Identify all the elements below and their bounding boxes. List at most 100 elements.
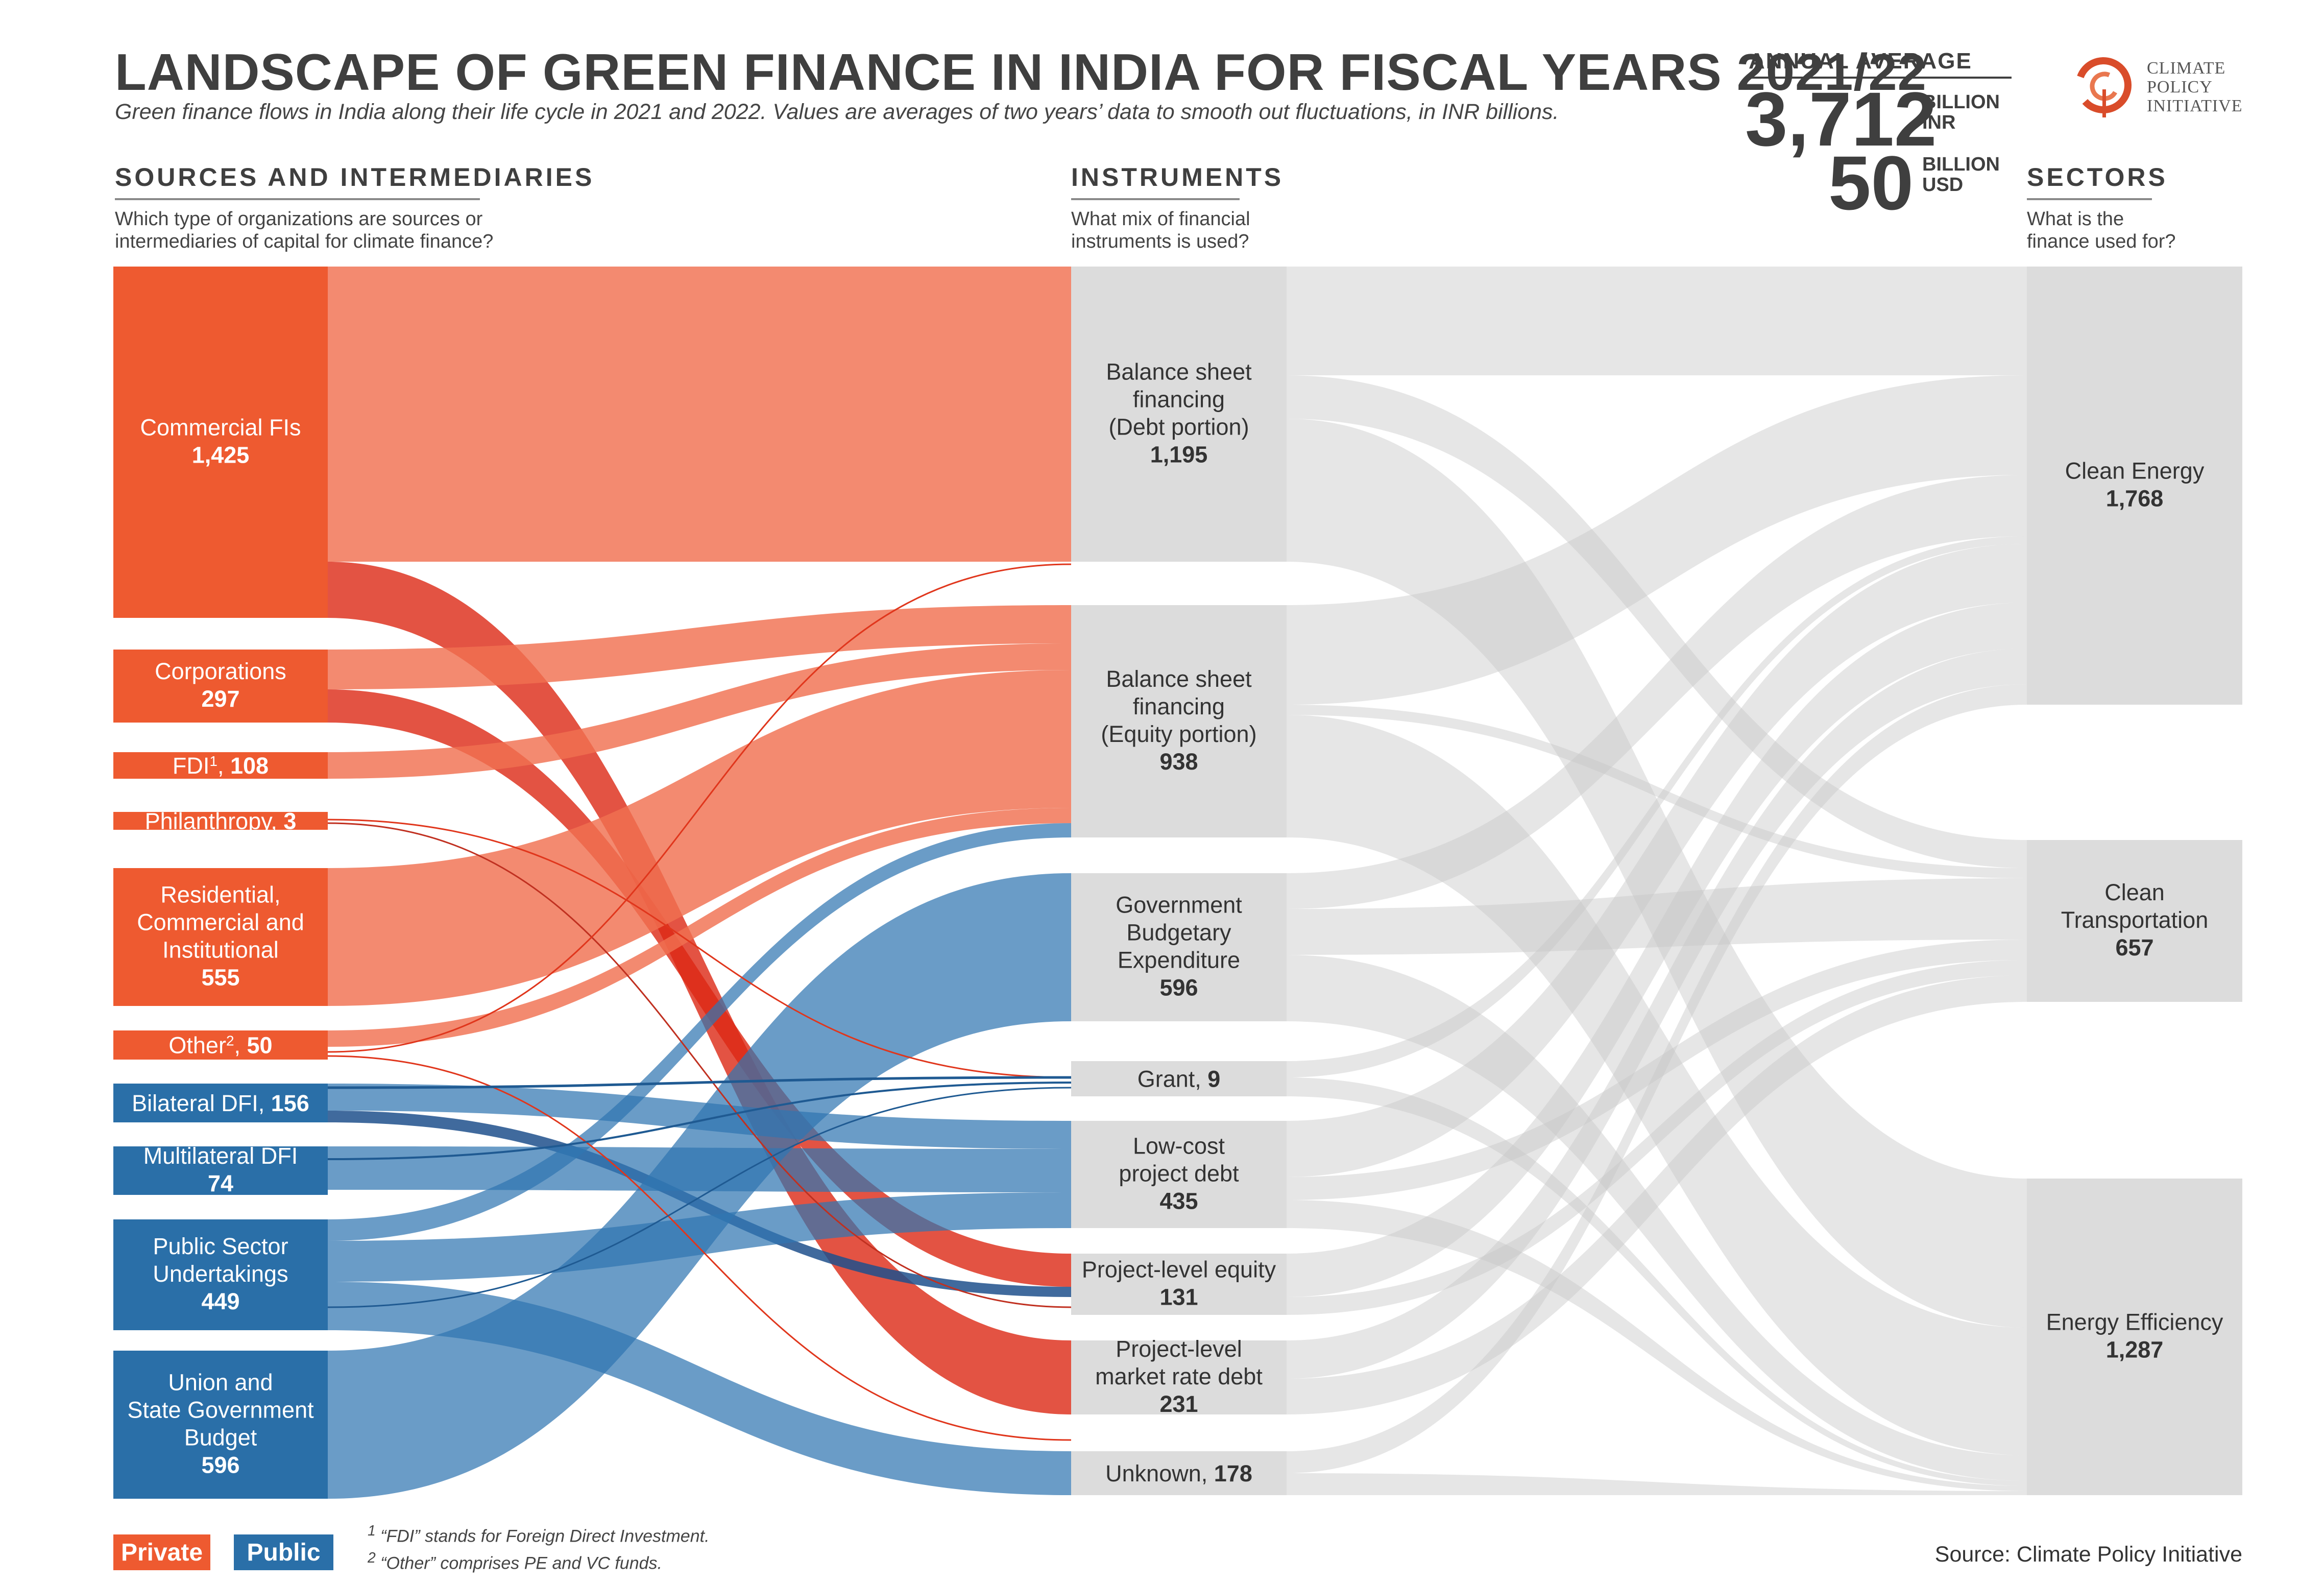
source-name-line: Corporations: [155, 658, 286, 684]
legend-private: Private: [113, 1534, 210, 1570]
instrument-node-lcd: [1071, 1121, 1287, 1228]
source-name-line: Multilateral DFI: [143, 1143, 298, 1169]
source-value: 596: [201, 1452, 239, 1478]
dfi-grant-thread: [327, 1076, 1072, 1089]
sector-value: 1,287: [2106, 1337, 2164, 1363]
source-label-other: Other2, 50: [168, 1033, 272, 1059]
source-name-line: Public Sector: [153, 1233, 288, 1259]
cpi-logo-icon: [2075, 57, 2132, 117]
instrument-label-lcd: Low-cost project debt 435: [1119, 1133, 1239, 1214]
instrument-name-line: Low-cost: [1133, 1133, 1225, 1159]
footnote-2: 2 “Other” comprises PE and VC funds.: [368, 1550, 662, 1573]
annual-average-rule: [1749, 77, 2012, 79]
instrument-label-bsd: Balance sheet financing (Debt portion) 1,19…: [1106, 359, 1252, 468]
instrument-sector-flow: [1287, 940, 2027, 1200]
total-usd-value: 50: [1828, 140, 1914, 226]
logo-line1: CLIMATE: [2147, 59, 2226, 78]
sources-heading-rule: [115, 198, 480, 200]
instrument-value: 131: [1159, 1284, 1198, 1310]
footnote-1-text: “FDI” stands for Foreign Direct Investme…: [375, 1526, 710, 1546]
source-node-bdfi: [113, 1084, 328, 1122]
instrument-name-line: Government: [1116, 892, 1242, 918]
philanthropy-grant-thread: [327, 819, 1072, 1078]
source-credit: Source: Climate Policy Initiative: [1934, 1542, 2242, 1567]
instrument-label-ple: Project-level equity 131: [1082, 1257, 1276, 1310]
instrument-separator: ,: [1201, 1460, 1214, 1486]
source-instrument-flow: [328, 267, 1071, 562]
usd-unit-line1: BILLION: [1922, 154, 2000, 175]
instrument-node-ple: [1071, 1254, 1287, 1315]
source-sup: 1: [209, 753, 217, 769]
source-name-line: Commercial FIs: [140, 415, 301, 441]
footnote-1: 1 “FDI” stands for Foreign Direct Invest…: [368, 1523, 710, 1546]
sector-name-line: Clean Energy: [2065, 458, 2205, 484]
instrument-name-line: (Equity portion): [1101, 721, 1256, 747]
source-value: 555: [201, 965, 239, 991]
sector-label-ct: Clean Transportation 657: [2061, 879, 2208, 961]
source-name-line: State Government: [127, 1397, 314, 1423]
instrument-sector-flow: [1287, 536, 2027, 1077]
annual-average-label: ANNUAL AVERAGE: [1749, 49, 1972, 74]
instrument-sector-flow: [1287, 955, 2027, 1481]
instrument-sector-flow: [1287, 649, 2027, 1379]
instruments-question-line1: What mix of financial: [1071, 208, 1250, 230]
source-name-line: Institutional: [162, 937, 279, 963]
source-node-cfi: [113, 267, 328, 618]
instrument-label-gbe: Government Budgetary Expenditure 596: [1116, 892, 1242, 1001]
instrument-name-line: Balance sheet: [1106, 666, 1252, 692]
source-instrument-flow: [328, 823, 1071, 1241]
legend-public: Public: [234, 1534, 333, 1570]
sectors-question: What is the finance used for?: [2027, 208, 2176, 253]
instrument-sector-flow: [1287, 705, 2027, 878]
footnote-1-mark: 1: [368, 1523, 376, 1539]
source-label-gov: Union and State Government Budget 596: [127, 1370, 314, 1478]
source-instrument-flow: [328, 873, 1071, 1499]
instrument-value: 435: [1159, 1188, 1198, 1214]
source-sup: 2: [226, 1033, 234, 1048]
source-node-psu: [113, 1219, 328, 1330]
source-name: Bilateral DFI: [132, 1090, 258, 1116]
source-value: 3: [283, 808, 296, 834]
source-value: 297: [201, 686, 239, 712]
source-instrument-flow: [328, 808, 1071, 1047]
instrument-sector-flow: [1287, 475, 2027, 909]
instruments-question: What mix of financial instruments is used…: [1071, 208, 1250, 253]
instrument-value: 938: [1159, 749, 1198, 775]
instrument-node-unk: [1071, 1451, 1287, 1495]
instrument-value: 231: [1159, 1391, 1198, 1417]
instrument-name-line: Project-level: [1116, 1336, 1242, 1362]
sources-question-line1: Which type of organizations are sources …: [115, 208, 483, 230]
sector-name-line: Clean: [2104, 879, 2165, 905]
usd-unit-line2: USD: [1922, 174, 1964, 196]
instrument-sector-flow: [1287, 960, 2027, 1315]
sector-node-ct: [2027, 840, 2242, 1002]
sankey-nodes: [113, 267, 2242, 1499]
source-label-fdi: FDI1, 108: [173, 753, 269, 779]
source-label-bdfi: Bilateral DFI, 156: [132, 1090, 309, 1116]
instrument-sector-flow: [1287, 375, 2027, 705]
instrument-name: Grant: [1137, 1066, 1195, 1092]
source-label-phil: Philanthropy, 3: [145, 808, 297, 834]
page-subtitle: Green finance flows in India along their…: [115, 100, 1559, 125]
instrument-value: 596: [1159, 975, 1198, 1001]
sector-label-ce: Clean Energy 1,768: [2065, 458, 2205, 512]
source-node-mdfi: [113, 1146, 328, 1195]
instrument-value: 1,195: [1150, 442, 1208, 468]
instrument-sector-flow: [1287, 975, 2027, 1414]
instrument-name-line: market rate debt: [1095, 1363, 1263, 1389]
instrument-sector-flow: [1287, 1473, 2027, 1495]
total-usd-unit: BILLION USD: [1922, 154, 2000, 195]
source-separator: ,: [271, 808, 283, 834]
instrument-name-line: project debt: [1119, 1161, 1239, 1187]
source-separator: ,: [217, 753, 230, 779]
sector-node-ce: [2027, 267, 2242, 705]
instrument-name-line: Budgetary: [1126, 920, 1231, 946]
sector-name-line: Transportation: [2061, 907, 2208, 933]
instrument-label-bse: Balance sheet financing (Equity portion) 93…: [1101, 666, 1256, 775]
sectors-heading: SECTORS: [2027, 163, 2168, 191]
source-separator: ,: [258, 1090, 271, 1116]
instrument-sector-flow: [1287, 878, 2027, 955]
source-name: Other: [168, 1033, 226, 1059]
instrument-sector-flow: [1287, 267, 2027, 375]
